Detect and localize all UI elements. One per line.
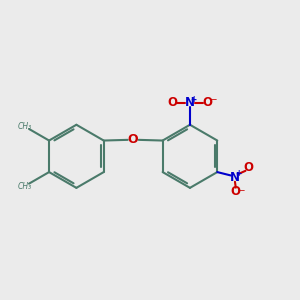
Text: O: O <box>243 161 254 174</box>
Text: N: N <box>185 96 195 110</box>
Text: O: O <box>231 185 241 198</box>
Text: +: + <box>190 94 197 103</box>
Text: N: N <box>230 171 240 184</box>
Text: CH₃: CH₃ <box>17 122 32 131</box>
Text: O: O <box>128 133 139 146</box>
Text: −: − <box>209 94 217 103</box>
Text: O: O <box>202 96 213 110</box>
Text: +: + <box>236 169 242 178</box>
Text: −: − <box>238 185 245 194</box>
Text: CH₃: CH₃ <box>17 182 32 191</box>
Text: O: O <box>167 96 177 110</box>
